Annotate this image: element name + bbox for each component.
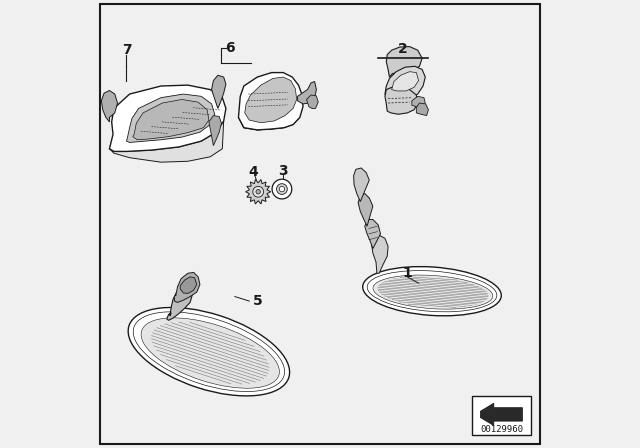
Text: 3: 3 <box>278 164 288 178</box>
Polygon shape <box>358 194 373 226</box>
Polygon shape <box>481 403 522 426</box>
Polygon shape <box>385 66 425 100</box>
Ellipse shape <box>128 307 290 396</box>
Polygon shape <box>244 77 297 123</box>
Polygon shape <box>307 95 318 108</box>
Ellipse shape <box>363 267 501 316</box>
Polygon shape <box>109 85 226 151</box>
Ellipse shape <box>141 318 280 388</box>
Polygon shape <box>385 87 418 114</box>
Circle shape <box>279 186 285 192</box>
Polygon shape <box>101 90 118 122</box>
Circle shape <box>276 184 287 194</box>
Circle shape <box>272 179 292 199</box>
Polygon shape <box>167 284 192 320</box>
Polygon shape <box>417 103 428 116</box>
Ellipse shape <box>133 312 285 392</box>
Polygon shape <box>239 73 303 130</box>
Polygon shape <box>353 168 369 202</box>
Polygon shape <box>246 180 271 204</box>
Polygon shape <box>132 99 209 140</box>
Polygon shape <box>412 96 425 108</box>
Polygon shape <box>212 75 226 108</box>
Polygon shape <box>239 117 300 130</box>
Polygon shape <box>174 272 200 302</box>
Polygon shape <box>209 116 221 146</box>
Text: 4: 4 <box>249 165 259 180</box>
Polygon shape <box>298 82 316 104</box>
Polygon shape <box>180 277 197 293</box>
Polygon shape <box>392 72 419 91</box>
Text: 00129960: 00129960 <box>480 425 523 434</box>
Polygon shape <box>387 47 422 77</box>
Bar <box>472 396 531 435</box>
Ellipse shape <box>373 275 493 309</box>
Text: 6: 6 <box>225 41 236 56</box>
Polygon shape <box>365 220 380 249</box>
Text: 2: 2 <box>398 42 408 56</box>
Text: 7: 7 <box>122 43 131 57</box>
Ellipse shape <box>367 271 497 312</box>
Text: 5: 5 <box>253 294 263 308</box>
Polygon shape <box>127 94 215 142</box>
Polygon shape <box>109 121 224 162</box>
Circle shape <box>253 186 264 197</box>
Polygon shape <box>371 235 388 273</box>
Text: 1: 1 <box>403 266 412 280</box>
Circle shape <box>256 190 260 194</box>
